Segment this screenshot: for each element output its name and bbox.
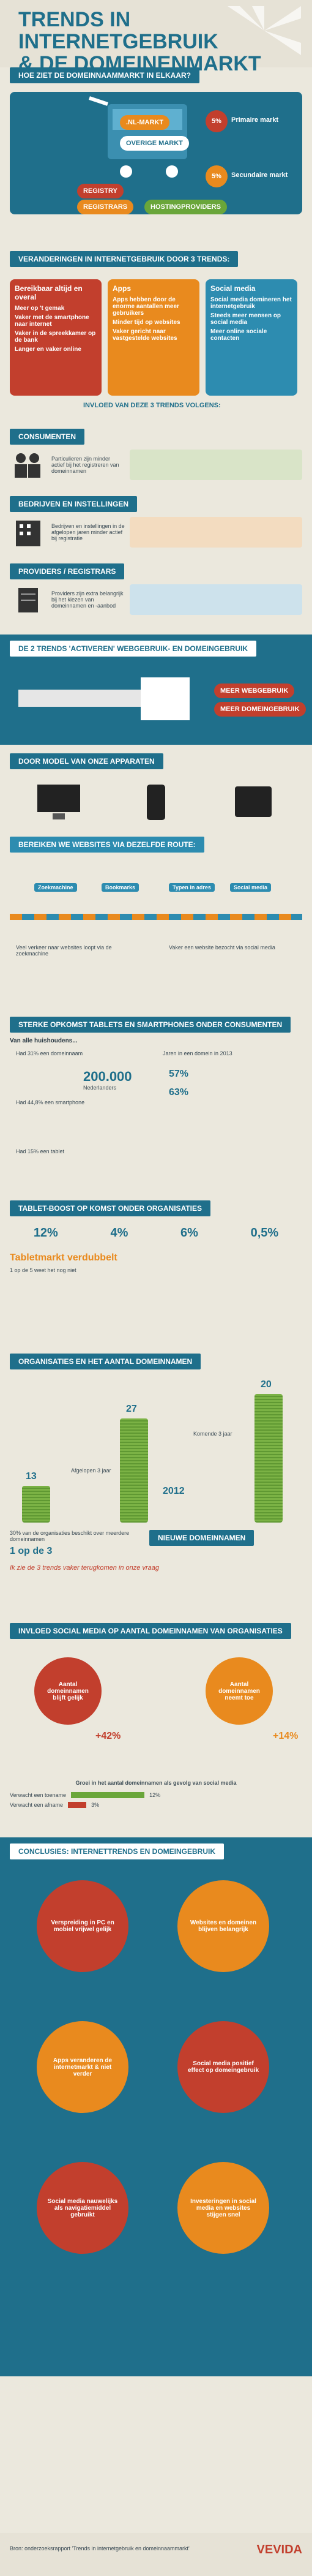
device-row [10, 781, 302, 824]
coin-stack [22, 1486, 50, 1523]
page-title: Trends in internetgebruik & de domeinenm… [18, 8, 261, 75]
more-domain-label: Meer domeingebruik [214, 702, 306, 717]
trends-caption: Invloed van deze 3 trends volgens: [83, 402, 221, 409]
routes-diagram: Zoekmachine Bookmarks Typen in adres Soc… [10, 859, 302, 981]
smartphone-icon [146, 785, 165, 820]
quote: Ik zie de 3 trends vaker terugkomen in o… [10, 1564, 159, 1572]
provider-trend-row [130, 584, 302, 615]
section-trends: Veranderingen in internetgebruik door 3 … [10, 251, 302, 429]
coin-chart: 13 27 20 Afgelopen 3 jaar Komende 3 jaar… [10, 1376, 302, 1523]
more-web-label: Meer webgebruik [214, 684, 295, 698]
coin-stack [254, 1394, 283, 1523]
trend-column-2: Apps Apps hebben door de enorme aantalle… [108, 279, 199, 396]
section-activation: De 2 trends 'activeren' webgebruik- en d… [0, 635, 312, 745]
bar-increase [71, 1792, 145, 1798]
conclusion-6: Investeringen in social media en website… [177, 2162, 269, 2254]
conclusion-3: Apps veranderen de internetmarkt & niet … [37, 2021, 128, 2113]
company-trend-row [130, 517, 302, 548]
trend-column-1: Bereikbaar altijd en overal Meer op 't g… [10, 279, 102, 396]
section-heading: Hoe ziet de domeinnaammarkt in elkaar? [10, 67, 199, 83]
server-icon [18, 588, 38, 612]
section-heading: Providers / Registrars [10, 563, 125, 579]
big-number: 200.000 [83, 1069, 132, 1084]
section-heading: Veranderingen in internetgebruik door 3 … [10, 251, 239, 267]
primary-circle: 5% [206, 110, 228, 132]
bar-decrease [68, 1802, 87, 1808]
section-heading: Consumenten [10, 429, 85, 445]
section-conclusions: Conclusies: Internettrends en domeingebr… [0, 1837, 312, 2376]
other-market-label: Overige markt [120, 136, 189, 151]
desktop-icon [37, 785, 81, 819]
hosting-label: Hostingproviders [144, 200, 227, 214]
section-orgs-domains: Organisaties en het aantal domeinnamen 1… [10, 1354, 302, 1623]
header: Trends in internetgebruik & de domeinenm… [0, 0, 312, 75]
plug-icon [18, 677, 190, 720]
vevida-logo[interactable]: VEVIDA [256, 2543, 302, 2556]
section-companies: Bedrijven en instellingen Bedrijven en i… [10, 496, 302, 563]
section-heading: Sterke opkomst tablets en smartphones on… [10, 1017, 291, 1033]
consumer-trend-row [130, 450, 302, 480]
new-domains-label: Nieuwe domeinnamen [149, 1530, 254, 1546]
section-tablets-orgs: Tablet-boost op komst onder organisaties… [10, 1200, 302, 1354]
coin-stack [120, 1418, 148, 1523]
section-social-influence: Invloed social media op aantal domeinnam… [10, 1623, 302, 1831]
section-consumers: Consumenten Particulieren zijn minder ac… [10, 429, 302, 496]
reach-heading: Bereiken we websites via dezelfde route: [10, 837, 204, 853]
building-icon [16, 521, 40, 546]
secondary-circle: 5% [206, 165, 228, 187]
section-heading: Bedrijven en instellingen [10, 496, 138, 512]
primary-label: Primaire markt [231, 116, 279, 124]
right-circle: Aantal domeinnamen neemt toe [206, 1657, 273, 1725]
section-market: Hoe ziet de domeinnaammarkt in elkaar? .… [10, 67, 302, 251]
section-tablets-consumers: Sterke opkomst tablets en smartphones on… [10, 1017, 302, 1200]
section-heading: Organisaties en het aantal domeinnamen [10, 1354, 201, 1369]
market-panel: .NL-markt Overige markt 5% Primaire mark… [10, 92, 302, 214]
section-heading: Invloed social media op aantal domeinnam… [10, 1623, 291, 1639]
section-providers: Providers / Registrars Providers zijn ex… [10, 563, 302, 631]
conclusion-1: Verspreiding in PC en mobiel vrijwel gel… [37, 1880, 128, 1972]
registry-label: Registry [77, 184, 124, 198]
sunburst-icon [228, 6, 301, 55]
route-line [10, 914, 302, 920]
footer: Bron: onderzoeksrapport 'Trends in inter… [0, 2533, 312, 2576]
conclusion-5: Social media nauwelijks als navigatiemid… [37, 2162, 128, 2254]
section-heading: De 2 trends 'activeren' webgebruik- en d… [10, 641, 257, 657]
tablet-icon [234, 786, 272, 817]
trend-column-3: Social media Social media domineren het … [206, 279, 297, 396]
conclusion-4: Social media positief effect op domeinge… [177, 2021, 269, 2113]
section-heading: Door model van onze apparaten [10, 753, 163, 769]
nl-market-label: .NL-markt [120, 115, 170, 130]
section-heading: Tablet-boost op komst onder organisaties [10, 1200, 211, 1216]
registrars-label: Registrars [77, 200, 134, 214]
section-devices: Door model van onze apparaten Bereiken w… [10, 753, 302, 1017]
section-heading: Conclusies: Internettrends en domeingebr… [10, 1843, 225, 1859]
secondary-label: Secundaire markt [231, 171, 288, 179]
people-icon [15, 453, 40, 478]
left-circle: Aantal domeinnamen blijft gelijk [34, 1657, 102, 1725]
conclusion-2: Websites en domeinen blijven belangrijk [177, 1880, 269, 1972]
